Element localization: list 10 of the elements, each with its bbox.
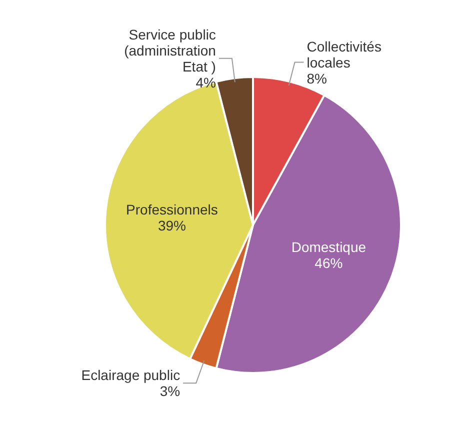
data-label: 3%: [160, 383, 180, 400]
slice-label: Collectivités locales: [306, 38, 382, 70]
slice-label: Eclairage public: [81, 367, 180, 384]
data-label: 8%: [306, 70, 328, 86]
slice-label: Service public (administration Etat ): [124, 26, 216, 74]
data-label: 46%: [314, 254, 343, 271]
data-label: 4%: [196, 74, 216, 90]
data-label: 39%: [158, 217, 186, 234]
slice-label: Professionnels: [126, 201, 218, 218]
slice-label: Domestique: [291, 238, 366, 255]
